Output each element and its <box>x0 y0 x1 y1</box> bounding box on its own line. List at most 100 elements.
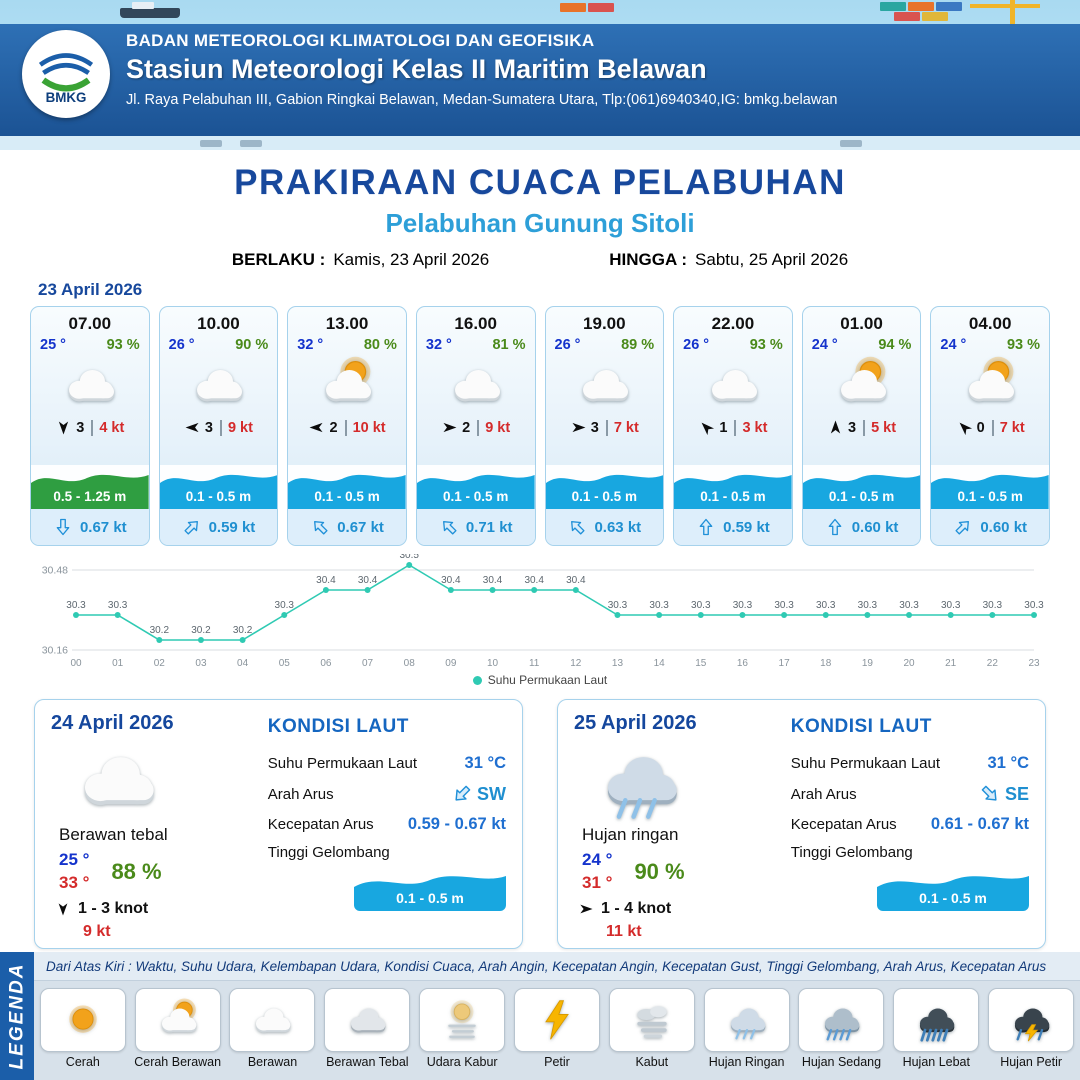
current-row: 0.67 kt <box>288 509 406 545</box>
wave-height-chip: 0.1 - 0.5 m <box>354 867 506 911</box>
legend-tile: Cerah Berawan <box>132 988 224 1069</box>
wave-shape <box>31 474 149 509</box>
current-arrow-icon <box>696 517 716 537</box>
wave-height-band: 0.1 - 0.5 m <box>674 465 792 509</box>
humidity-value: 90 % <box>235 337 269 353</box>
wind-arrow-icon <box>184 419 201 436</box>
daily-left: 24 April 2026 Berawan tebal 25 ° 33 ° 88… <box>51 712 256 940</box>
hourly-card: 01.00 24 ° 94 % 3 5 kt 0.1 - 0.5 m 0.60 … <box>801 306 922 546</box>
svg-text:00: 00 <box>70 658 82 669</box>
wind-row: 3 5 kt <box>803 419 921 436</box>
legend-icon <box>798 988 885 1052</box>
time-label: 22.00 <box>711 314 755 333</box>
legend-label: Udara Kabur <box>426 1055 498 1069</box>
daily-date: 24 April 2026 <box>51 712 174 734</box>
wave-height-value: 0.1 - 0.5 m <box>443 489 509 504</box>
current-speed: 0.63 kt <box>594 518 642 536</box>
current-speed-label: Kecepatan Arus <box>790 816 897 833</box>
valid-from-label: BERLAKU : <box>231 250 326 269</box>
legend-tile: Berawan <box>226 988 318 1069</box>
svg-text:21: 21 <box>945 658 957 669</box>
wave-height-band: 0.1 - 0.5 m <box>288 465 406 509</box>
temp-humidity-row: 32 ° 80 % <box>288 334 406 353</box>
legend-icon <box>608 988 695 1052</box>
header-blue-band <box>0 24 1080 136</box>
svg-text:BMKG: BMKG <box>46 90 87 105</box>
current-dir-row: Arah Arus SW <box>268 783 506 805</box>
hourly-card: 07.00 25 ° 93 % 3 4 kt 0.5 - 1.25 m 0.67… <box>30 306 150 546</box>
wind-speed: 3 <box>848 419 857 436</box>
temp-min: 25 ° <box>59 850 90 869</box>
wind-arrow-icon <box>827 419 844 436</box>
current-speed-label: Kecepatan Arus <box>267 816 374 833</box>
wind-speed: 2 <box>329 419 338 436</box>
daily-temps: 25 ° 33 ° <box>59 849 89 895</box>
current-arrow-icon <box>979 783 1001 805</box>
wind-arrow-icon <box>308 419 325 436</box>
hourly-card: 19.00 26 ° 89 % 3 7 kt 0.1 - 0.5 m 0.63 … <box>544 306 665 546</box>
legend-icon <box>419 988 506 1052</box>
svg-text:15: 15 <box>695 658 707 669</box>
wave-shape <box>288 474 406 509</box>
temp-humidity-row: 26 ° 90 % <box>160 334 278 353</box>
legend-label: Cerah Berawan <box>134 1055 222 1069</box>
svg-text:30.4: 30.4 <box>483 575 503 586</box>
current-dir-value: SW <box>451 783 506 805</box>
legend-label: Berawan <box>247 1055 298 1069</box>
svg-text:08: 08 <box>404 658 416 669</box>
sst-row: Suhu Permukaan Laut 31 °C <box>268 754 506 773</box>
legend-icon <box>893 988 980 1052</box>
gust-speed: 5 kt <box>863 419 896 436</box>
gust-speed: 4 kt <box>91 419 124 436</box>
svg-text:30.3: 30.3 <box>941 600 961 611</box>
header-seat <box>200 140 222 147</box>
current-speed: 0.67 kt <box>337 518 384 536</box>
svg-text:30.3: 30.3 <box>649 600 669 611</box>
svg-text:14: 14 <box>654 658 666 669</box>
temp-value: 32 ° <box>425 337 452 353</box>
current-arrow-icon <box>53 517 73 537</box>
weather-icon <box>160 354 278 416</box>
svg-text:10: 10 <box>487 658 499 669</box>
current-speed: 0.59 kt <box>723 518 770 536</box>
current-arrow-icon <box>567 517 587 537</box>
daily-weather-icon <box>51 735 256 825</box>
legend-tile: Udara Kabur <box>416 988 508 1069</box>
svg-text:18: 18 <box>820 658 832 669</box>
legenda-bar: LEGENDA <box>0 952 34 1080</box>
svg-text:30.3: 30.3 <box>899 600 919 611</box>
wave-shape <box>416 474 535 509</box>
legend-label: Hujan Sedang <box>801 1055 882 1069</box>
agency-name: BADAN METEOROLOGI KLIMATOLOGI DAN GEOFIS… <box>126 31 595 50</box>
station-address: Jl. Raya Pelabuhan III, Gabion Ringkai B… <box>126 92 838 108</box>
temp-max: 33 ° <box>59 872 90 892</box>
svg-text:23: 23 <box>1028 658 1040 669</box>
daily-left: 25 April 2026 Hujan ringan 24 ° 31 ° 90 … <box>574 712 779 940</box>
wind-arrow-icon <box>55 419 72 436</box>
wave-shape <box>545 474 664 509</box>
legend-icon <box>324 988 411 1052</box>
sst-chart: 30.48 30.16 30.3 00 30.3 01 30.2 02 30.2 03 30.2 04… <box>32 554 1048 687</box>
legend-icon <box>134 988 221 1052</box>
daily-condition: Berawan tebal <box>59 825 168 844</box>
weather-icon <box>803 354 921 416</box>
temp-value: 24 ° <box>811 337 838 353</box>
svg-text:30.2: 30.2 <box>150 625 170 636</box>
time-label: 04.00 <box>968 314 1012 333</box>
daily-temp-row: 25 ° 33 ° 88 % <box>59 849 256 895</box>
legend-strip: LEGENDA Dari Atas Kiri : Waktu, Suhu Uda… <box>0 952 1080 1080</box>
svg-text:30.4: 30.4 <box>316 575 336 586</box>
current-arrow-icon <box>182 517 202 537</box>
temp-value: 26 ° <box>683 337 710 353</box>
valid-until: HINGGA : Sabtu, 25 April 2026 <box>609 250 848 270</box>
hourly-card: 22.00 26 ° 93 % 1 3 kt 0.1 - 0.5 m 0.59 … <box>673 306 793 546</box>
gust-speed: 9 kt <box>477 419 510 436</box>
daily-date: 25 April 2026 <box>574 712 697 734</box>
wave-height-label: Tinggi Gelombang <box>790 844 913 861</box>
weather-icon <box>674 354 792 416</box>
wave-height-value: 0.1 - 0.5 m <box>919 890 987 906</box>
svg-text:30.4: 30.4 <box>358 575 378 586</box>
valid-from: BERLAKU : Kamis, 23 April 2026 <box>232 250 489 270</box>
weather-icon <box>288 354 406 416</box>
wind-speed: 0 <box>976 419 985 436</box>
